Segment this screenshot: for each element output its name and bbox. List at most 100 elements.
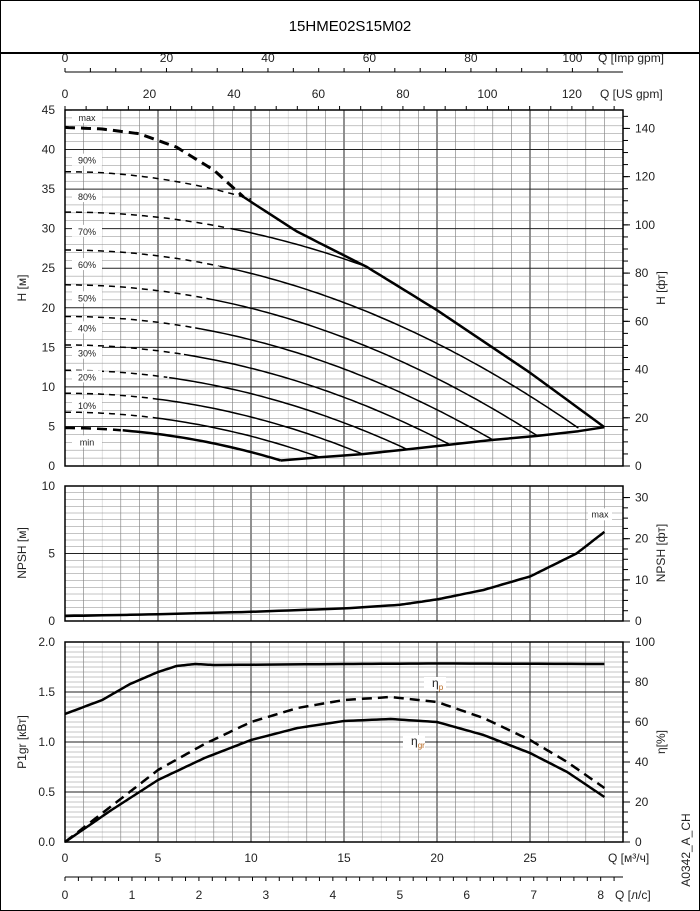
q-ls-axis-label: Q [л/с]	[615, 888, 651, 902]
q-m3h-tick: 25	[523, 851, 537, 865]
us-gpm-axis-label: Q [US gpm]	[600, 87, 663, 101]
power-y-tick: 2.0	[38, 635, 55, 649]
head-y-tick: 5	[48, 419, 55, 433]
head-y-label: H [м]	[15, 275, 29, 302]
npsh-curve	[64, 530, 606, 618]
q-m3h-tick: 5	[155, 851, 162, 865]
speed-curve-dashed-10%	[65, 411, 159, 419]
npsh-label-bg	[588, 508, 612, 521]
head-right-tick: 60	[635, 314, 649, 328]
head-right-tick: 20	[635, 411, 649, 425]
speed-curve-80%	[230, 227, 367, 268]
speed-curve-40%	[183, 353, 451, 446]
head-right-tick: 120	[635, 170, 655, 184]
eta-right-tick: 60	[635, 715, 649, 729]
speed-curve-dashed-90%	[65, 170, 252, 200]
q-ls-tick: 7	[530, 888, 537, 902]
npsh-y-right-label: NPSH [фт]	[654, 524, 668, 582]
npsh-y-tick: 10	[42, 479, 56, 493]
eta-p-label-bg	[424, 677, 446, 691]
power-y-tick: 0.5	[38, 785, 55, 799]
imp-gpm-tick: 60	[363, 51, 377, 65]
npsh-right-tick: 0	[635, 614, 642, 628]
head-right-tick: 0	[635, 459, 642, 473]
q-ls-tick: 0	[62, 888, 69, 902]
imp-gpm-tick: 80	[464, 51, 478, 65]
curve-label-bg	[72, 398, 102, 411]
head-y-tick: 45	[42, 103, 56, 117]
curve-label-90pct: 90%	[78, 156, 96, 166]
speed-curve-min	[122, 429, 282, 462]
power-y-tick: 1.5	[38, 685, 55, 699]
q-m3h-axis-label: Q [м³/ч]	[608, 851, 649, 865]
q-ls-tick: 2	[196, 888, 203, 902]
speed-curve-60%	[206, 297, 538, 437]
head-plot-border	[64, 109, 624, 467]
npsh-y-tick: 0	[48, 614, 55, 628]
drawing-code: A0342_A_CH	[679, 813, 693, 886]
npsh-right-tick: 10	[635, 573, 649, 587]
q-m3h-tick: 20	[430, 851, 444, 865]
max-curve-dashed	[64, 125, 245, 199]
imp-gpm-tick: 100	[562, 51, 582, 65]
speed-curve-dashed-60%	[64, 284, 205, 299]
curve-label-40pct: 40%	[78, 323, 96, 333]
curve-label-10pct: 10%	[78, 401, 96, 411]
eta-right-tick: 20	[635, 795, 649, 809]
curve-label-bg	[72, 321, 102, 334]
npsh-y-tick: 5	[48, 547, 55, 561]
q-ls-tick: 8	[597, 888, 604, 902]
curve-label-bg	[72, 291, 102, 304]
head-right-tick: 100	[635, 218, 655, 232]
chart-title-bar: 15HME02S15M02	[0, 0, 700, 54]
eta-right-tick: 40	[635, 755, 649, 769]
speed-curve-50%	[195, 327, 494, 441]
speed-curve-30%	[169, 376, 408, 451]
p1gr-curve	[64, 662, 605, 716]
us-gpm-tick: 60	[312, 87, 326, 101]
npsh-right-tick: 20	[635, 532, 649, 546]
speed-curve-dashed-40%	[65, 344, 182, 355]
head-right-tick: 80	[635, 266, 649, 280]
head-y-tick: 0	[48, 459, 55, 473]
chart-title: 15HME02S15M02	[288, 17, 412, 35]
curve-label-20pct: 20%	[78, 372, 96, 382]
head-y-tick: 30	[42, 222, 56, 236]
us-gpm-tick: 40	[227, 87, 241, 101]
curve-label-bg	[72, 153, 102, 166]
us-gpm-tick: 20	[143, 87, 157, 101]
imp-gpm-tick: 20	[160, 51, 174, 65]
curve-label-bg	[72, 110, 102, 123]
us-gpm-tick: 100	[477, 87, 497, 101]
q-ls-tick: 1	[129, 888, 136, 902]
imp-gpm-tick: 40	[261, 51, 275, 65]
power-y-tick: 0.0	[38, 835, 55, 849]
head-y-tick: 20	[42, 301, 56, 315]
eta-right-tick: 0	[635, 835, 642, 849]
power-y-label: P1gr [кВт]	[15, 715, 29, 769]
eta-y-right-label: η[%]	[654, 730, 668, 754]
head-y-tick: 10	[42, 380, 56, 394]
q-ls-tick: 4	[329, 888, 336, 902]
curve-label-bg	[72, 258, 102, 271]
curve-label-bg	[72, 435, 102, 448]
max-curve	[242, 195, 606, 429]
speed-curve-dashed-80%	[65, 211, 228, 229]
speed-curve-20%	[157, 398, 363, 455]
head-right-tick: 140	[635, 121, 655, 135]
head-y-tick: 15	[42, 340, 56, 354]
eta-p-label: ηp	[432, 676, 444, 692]
q-ls-tick: 6	[463, 888, 470, 902]
eta-gr-label-bg	[403, 735, 425, 749]
curve-label-bg	[72, 370, 102, 383]
npsh-y-label: NPSH [м]	[15, 527, 29, 579]
imp-gpm-tick: 0	[62, 51, 69, 65]
q-m3h-tick: 15	[337, 851, 351, 865]
npsh-curve-label: max	[591, 509, 609, 519]
curve-label-80pct: 80%	[78, 192, 96, 202]
eta-gr-curve	[64, 717, 606, 844]
curve-label-30pct: 30%	[78, 349, 96, 359]
eta-p-curve	[64, 695, 606, 843]
speed-curve-70%	[219, 265, 579, 429]
speed-curve-dashed-70%	[65, 249, 219, 267]
